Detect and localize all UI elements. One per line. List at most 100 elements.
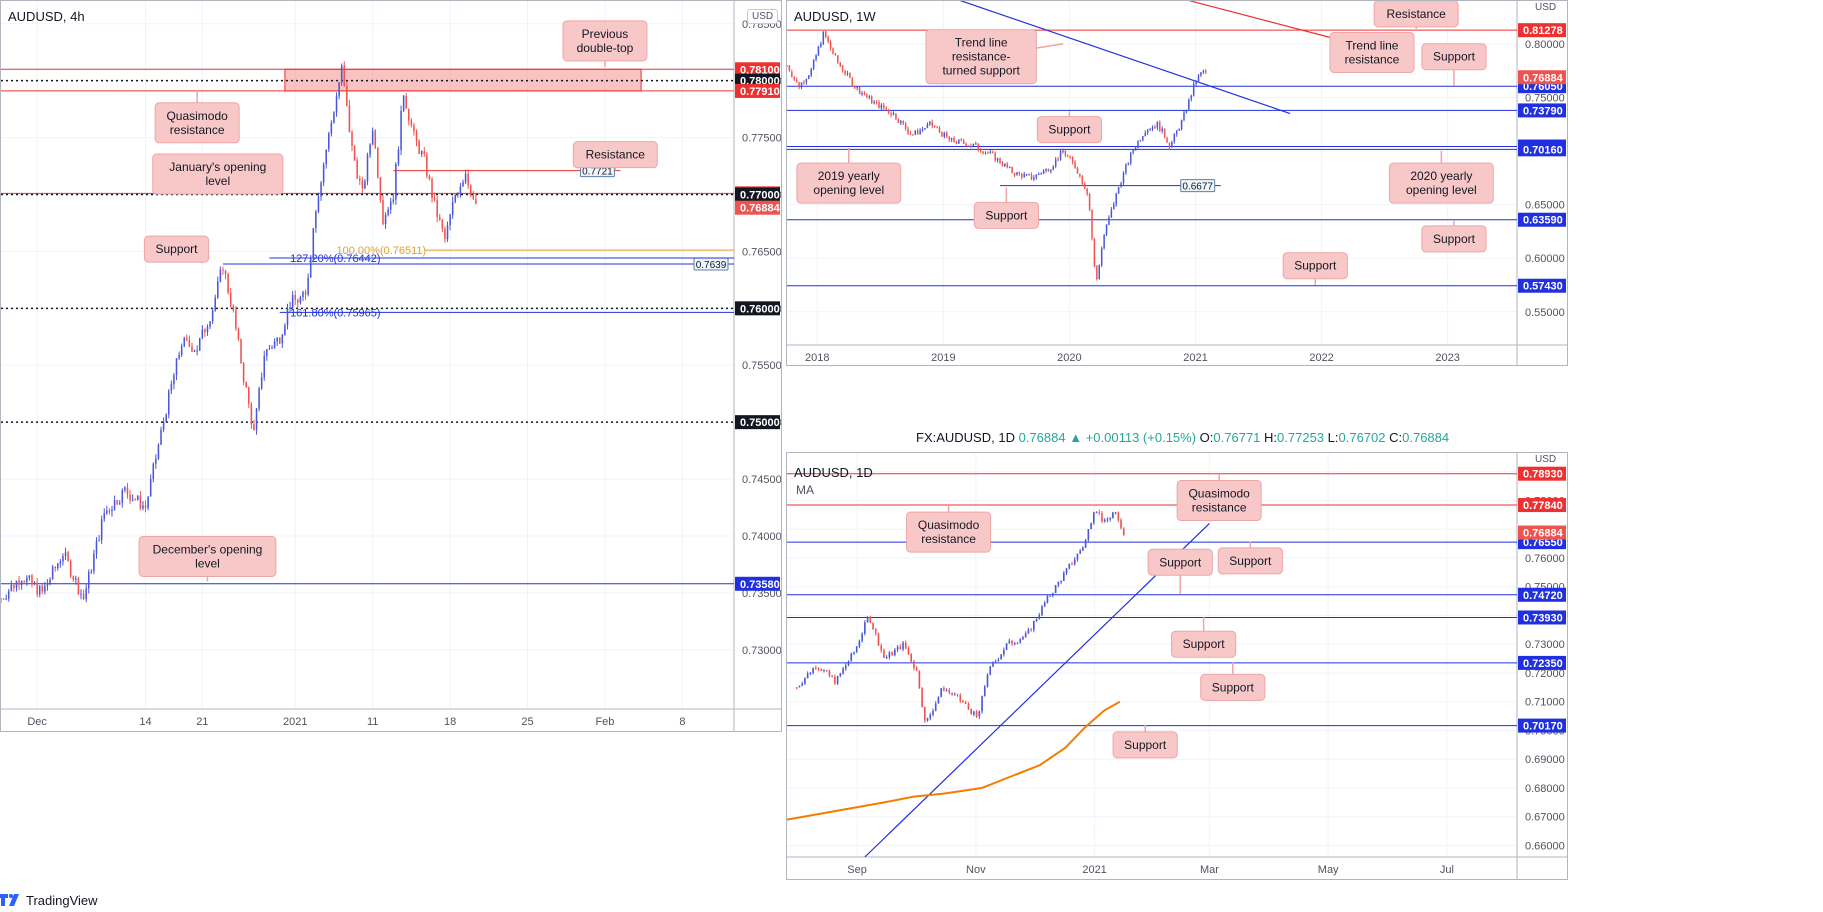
h4-candle-body — [1, 598, 2, 600]
w1-chart-svg[interactable]: 0.800000.750000.700000.650000.600000.550… — [787, 1, 1567, 365]
d1-candle-body — [962, 700, 964, 703]
h4-candle-body — [382, 200, 384, 225]
w1-candle-body — [1105, 224, 1108, 235]
w1-candle-body — [861, 93, 863, 95]
h4-candle-body — [242, 363, 245, 382]
h4-chart-panel[interactable]: 0.785000.780000.775000.770000.765000.760… — [0, 0, 782, 732]
h4-callout-text: Quasimodo — [166, 109, 228, 123]
d1-current-price-label: 0.76884 — [1523, 528, 1564, 540]
h4-candle-body — [426, 153, 428, 177]
d1-candle-body — [967, 704, 970, 709]
w1-candle-body — [912, 134, 914, 136]
h4-chart-svg[interactable]: 0.785000.780000.775000.770000.765000.760… — [1, 1, 781, 731]
w1-candle-body — [1195, 81, 1197, 84]
d1-candle-body — [798, 685, 801, 688]
w1-candle-body — [1096, 266, 1098, 280]
h4-candle-body — [395, 163, 397, 200]
h4-candle-body — [235, 310, 237, 329]
h4-candle-body — [75, 578, 77, 580]
w1-candle-body — [793, 77, 796, 80]
h4-x-tick-label: 14 — [139, 716, 151, 728]
h4-candle-body — [116, 500, 118, 505]
w1-callout: Support — [1421, 220, 1487, 253]
h4-candle-body — [36, 582, 38, 595]
d1-candle-body — [1008, 640, 1011, 644]
w1-candle-body — [1137, 141, 1139, 148]
w1-candle-body — [1117, 187, 1120, 194]
d1-candle-body — [959, 695, 962, 701]
w1-candle-body — [907, 128, 909, 134]
ohlc-change: ▲ +0.00113 (+0.15%) — [1069, 430, 1197, 445]
d1-chart-panel[interactable]: 0.790000.780000.770000.760000.750000.740… — [786, 452, 1568, 880]
h4-candle-body — [49, 579, 51, 584]
w1-candle-body — [1011, 166, 1013, 174]
h4-candle-body — [387, 209, 389, 216]
h4-fib-label: 127.20%(0.76442) — [290, 253, 381, 265]
h4-y-tick-label: 0.74500 — [742, 474, 781, 486]
w1-candle-body — [863, 93, 866, 95]
h4-candle-body — [31, 575, 33, 584]
w1-candle-body — [812, 59, 815, 69]
h4-candle-body — [59, 561, 62, 564]
d1-chart-svg[interactable]: 0.790000.780000.770000.760000.750000.740… — [787, 453, 1567, 879]
d1-candle-body — [921, 688, 923, 708]
w1-candle-body — [965, 143, 967, 147]
d1-candle-body — [1043, 602, 1046, 607]
w1-candle-body — [1069, 156, 1071, 158]
h4-callout-text: January's opening — [169, 160, 266, 174]
w1-candle-body — [1083, 183, 1086, 189]
w1-candle-body — [822, 31, 825, 44]
h4-candle-body — [7, 591, 10, 599]
w1-candle-body — [982, 151, 984, 154]
h4-candle-body — [18, 580, 20, 585]
w1-candle-body — [832, 48, 834, 54]
w1-candle-body — [1180, 120, 1183, 130]
h4-candle-body — [82, 593, 85, 600]
h4-candle-body — [317, 196, 320, 212]
w1-candle-body — [839, 62, 842, 67]
w1-candle-body — [900, 120, 902, 123]
h4-candle-body — [348, 105, 351, 133]
d1-price-label: 0.77840 — [1523, 500, 1563, 512]
h4-candle-body — [64, 552, 67, 557]
h4-callout-text: level — [195, 556, 220, 570]
h4-candle-body — [28, 575, 31, 578]
h4-currency-button[interactable]: USD — [747, 9, 779, 24]
w1-candle-body — [1166, 137, 1168, 143]
d1-price-label: 0.73930 — [1523, 612, 1563, 624]
w1-chart-panel[interactable]: 0.800000.750000.700000.650000.600000.550… — [786, 0, 1568, 366]
d1-candle-body — [823, 670, 825, 672]
w1-callout-text: Support — [1433, 232, 1476, 246]
footer-brand[interactable]: TradingView — [26, 892, 98, 908]
h4-candle-body — [178, 354, 180, 359]
w1-candle-body — [1091, 209, 1093, 239]
d1-callout-text: Support — [1229, 554, 1272, 568]
w1-candle-body — [1173, 134, 1176, 142]
h4-candle-body — [33, 582, 36, 584]
w1-candle-body — [919, 130, 921, 135]
d1-candle-body — [1005, 643, 1008, 650]
d1-candle-body — [1073, 559, 1076, 565]
h4-callout: Resistance — [572, 141, 658, 170]
h4-callout-text: Previous — [582, 27, 629, 41]
h4-price-label-box — [735, 83, 780, 98]
w1-candle-body — [1081, 175, 1084, 184]
d1-candle-body — [844, 665, 847, 669]
h4-candle-body — [389, 201, 392, 210]
w1-candle-body — [1127, 163, 1130, 165]
h4-candle-body — [237, 328, 240, 340]
d1-candle-body — [1052, 593, 1054, 596]
w1-candle-body — [1071, 157, 1074, 163]
h4-candle-body — [87, 571, 90, 589]
h4-candle-body — [121, 490, 124, 503]
h4-candle-body — [98, 540, 100, 542]
d1-candle-body — [825, 670, 828, 672]
tradingview-logo-icon[interactable] — [0, 893, 20, 907]
h4-candle-body — [436, 199, 438, 217]
w1-candle-body — [1132, 150, 1134, 153]
d1-candle-body — [986, 674, 989, 687]
h4-candle-body — [418, 141, 420, 155]
h4-candle-body — [137, 495, 139, 500]
w1-candle-body — [878, 102, 880, 109]
w1-price-label-box — [1518, 142, 1566, 157]
